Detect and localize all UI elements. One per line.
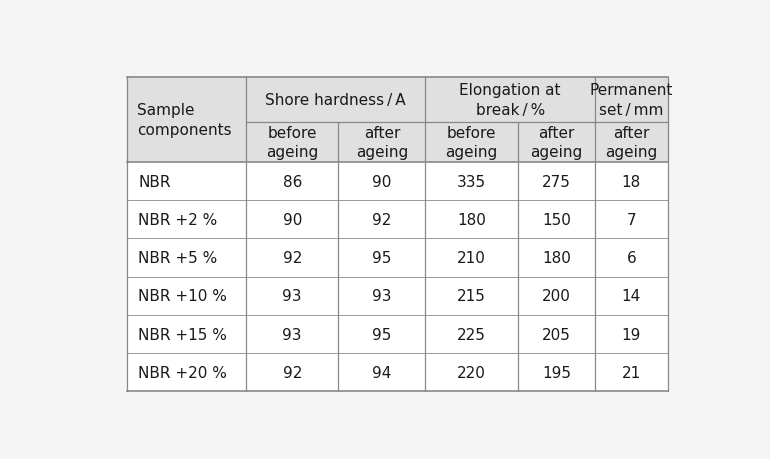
Text: 210: 210 bbox=[457, 251, 486, 265]
Text: NBR +5 %: NBR +5 % bbox=[139, 251, 217, 265]
Text: 93: 93 bbox=[372, 289, 392, 304]
Text: NBR +10 %: NBR +10 % bbox=[139, 289, 227, 304]
Text: 90: 90 bbox=[372, 174, 392, 189]
Text: 86: 86 bbox=[283, 174, 302, 189]
Text: NBR +15 %: NBR +15 % bbox=[139, 327, 227, 342]
Text: 220: 220 bbox=[457, 365, 486, 380]
Text: 195: 195 bbox=[542, 365, 571, 380]
Text: Permanent
set / mm: Permanent set / mm bbox=[590, 83, 673, 118]
Text: after
ageing: after ageing bbox=[356, 125, 408, 160]
Text: 205: 205 bbox=[542, 327, 571, 342]
Text: 180: 180 bbox=[457, 213, 486, 227]
Text: 180: 180 bbox=[542, 251, 571, 265]
Text: 7: 7 bbox=[627, 213, 636, 227]
Text: 92: 92 bbox=[372, 213, 392, 227]
Text: before
ageing: before ageing bbox=[446, 125, 497, 160]
Text: 92: 92 bbox=[283, 251, 302, 265]
Text: 93: 93 bbox=[283, 327, 302, 342]
Text: 21: 21 bbox=[622, 365, 641, 380]
Text: 200: 200 bbox=[542, 289, 571, 304]
Text: NBR +2 %: NBR +2 % bbox=[139, 213, 217, 227]
Text: NBR: NBR bbox=[139, 174, 171, 189]
Bar bbox=[128, 162, 668, 392]
Text: 275: 275 bbox=[542, 174, 571, 189]
Text: 225: 225 bbox=[457, 327, 486, 342]
Text: 95: 95 bbox=[372, 327, 392, 342]
Text: before
ageing: before ageing bbox=[266, 125, 318, 160]
Text: 150: 150 bbox=[542, 213, 571, 227]
Text: Shore hardness / A: Shore hardness / A bbox=[266, 93, 406, 108]
Text: 90: 90 bbox=[283, 213, 302, 227]
Text: 19: 19 bbox=[621, 327, 641, 342]
Text: 94: 94 bbox=[372, 365, 392, 380]
Bar bbox=[128, 78, 668, 162]
Text: 335: 335 bbox=[457, 174, 486, 189]
Text: 95: 95 bbox=[372, 251, 392, 265]
Text: Elongation at
break / %: Elongation at break / % bbox=[460, 83, 561, 118]
Text: after
ageing: after ageing bbox=[605, 125, 658, 160]
Text: NBR +20 %: NBR +20 % bbox=[139, 365, 227, 380]
Text: 92: 92 bbox=[283, 365, 302, 380]
Text: 215: 215 bbox=[457, 289, 486, 304]
Text: 14: 14 bbox=[622, 289, 641, 304]
Text: after
ageing: after ageing bbox=[531, 125, 582, 160]
Text: Sample
components: Sample components bbox=[137, 103, 231, 138]
Text: 18: 18 bbox=[622, 174, 641, 189]
Text: 93: 93 bbox=[283, 289, 302, 304]
Text: 6: 6 bbox=[627, 251, 636, 265]
